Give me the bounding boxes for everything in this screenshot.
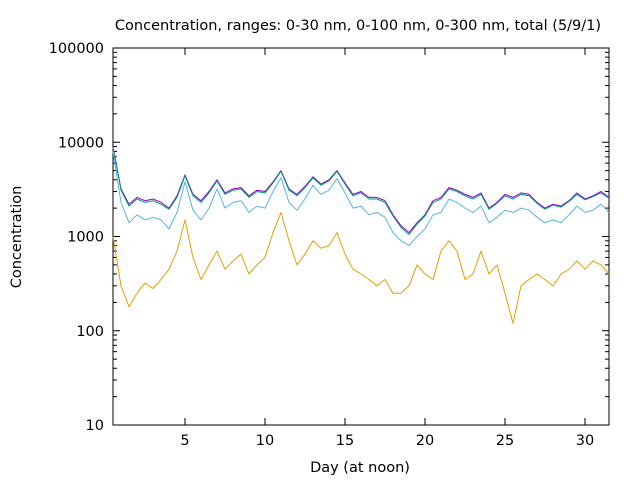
series-line-3 bbox=[112, 151, 610, 247]
chart-title: Concentration, ranges: 0-30 nm, 0-100 nm… bbox=[115, 18, 601, 34]
y-tick-label: 10000 bbox=[58, 135, 104, 151]
x-tick-label: 30 bbox=[576, 433, 594, 449]
y-tick-label: 100000 bbox=[49, 41, 104, 57]
x-tick-label: 25 bbox=[496, 433, 514, 449]
y-tick-label: 100 bbox=[76, 324, 104, 340]
plot-frame bbox=[112, 47, 610, 426]
series-line-4 bbox=[112, 211, 610, 324]
x-tick-label: 10 bbox=[256, 433, 274, 449]
y-tick-label: 1000 bbox=[67, 230, 104, 246]
plot-area: 10 100 1000 10000 100000 5 10 15 20 25 30 bbox=[49, 41, 610, 449]
x-tick-label: 20 bbox=[416, 433, 434, 449]
y-axis-label: Concentration bbox=[9, 186, 25, 289]
series-line-2 bbox=[112, 147, 610, 235]
x-tick-label: 15 bbox=[336, 433, 354, 449]
series-line-1 bbox=[112, 146, 610, 234]
y-tick-label: 10 bbox=[86, 418, 104, 434]
x-axis-label: Day (at noon) bbox=[310, 460, 410, 476]
x-tick-label: 5 bbox=[180, 433, 189, 449]
